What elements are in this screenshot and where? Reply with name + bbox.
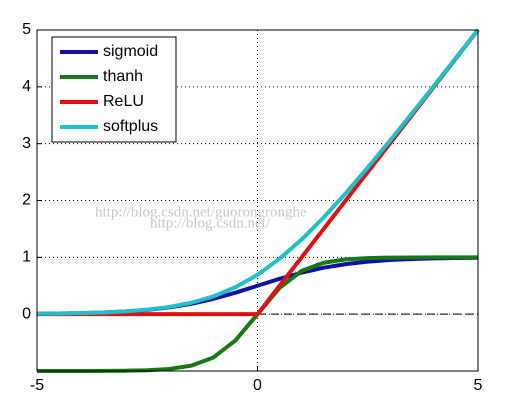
legend-label: thanh [103,68,143,85]
y-tick-label: 2 [22,192,31,209]
y-tick-label: 3 [22,135,31,152]
legend-label: ReLU [103,93,144,110]
axes-box [36,29,479,372]
legend: sigmoid thanh ReLU softplus [51,36,177,143]
x-tick-label: 0 [253,377,262,394]
watermark: http://blog.csdn.net/guorongronghe [95,204,307,220]
watermark: http://blog.csdn.net/ [150,215,271,231]
x-tick-label: -5 [30,377,44,394]
legend-box [51,36,177,143]
y-tick-label: 0 [22,305,31,322]
x-tick-label: 5 [474,377,483,394]
y-tick-label: 4 [22,78,31,95]
legend-label: softplus [103,118,158,135]
legend-label: sigmoid [103,43,158,60]
y-tick-label: 1 [22,249,31,266]
series-line [36,28,480,316]
y-tick-label: 5 [22,21,31,38]
